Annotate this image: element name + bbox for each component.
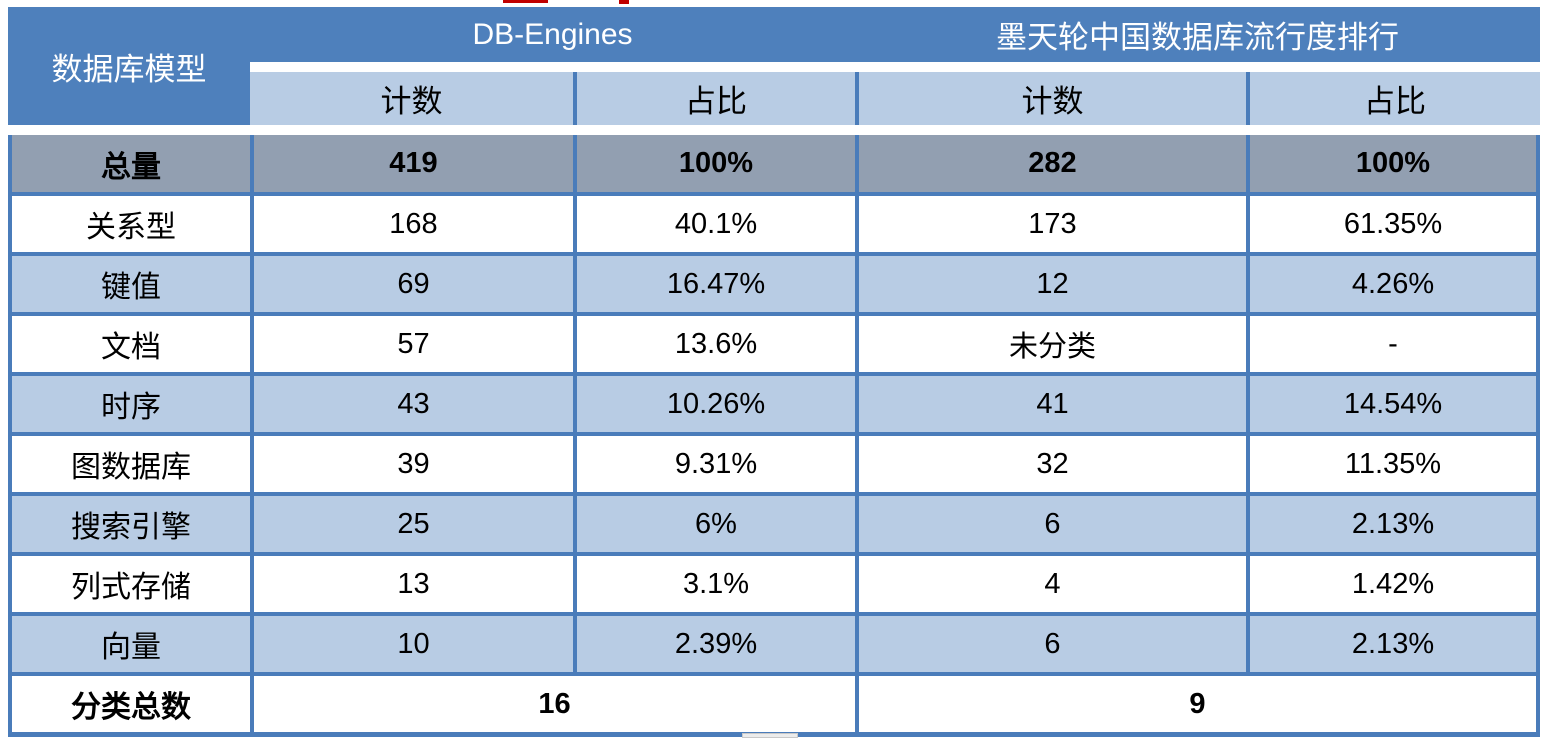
row-label: 键值 — [101, 271, 161, 304]
group-header-db-engines: DB-Engines — [250, 7, 855, 62]
stray-red-mark — [619, 0, 629, 4]
count-cell: 173 — [855, 196, 1246, 252]
count-cell: 282 — [855, 135, 1246, 192]
database-model-comparison-table: 数据库模型 DB-Engines 墨天轮中国数据库流行度排行 计数 占比 计数 … — [8, 7, 1540, 737]
table-header: 数据库模型 DB-Engines 墨天轮中国数据库流行度排行 计数 占比 计数 … — [8, 7, 1540, 135]
row-label: 文档 — [101, 331, 161, 364]
count-cell: 168 — [250, 196, 573, 252]
percent-cell: 4.26% — [1246, 256, 1536, 312]
dbengines-category-total-cell: 16 — [250, 676, 855, 732]
table-body: 总量 419 100% 282 100% 关系型 168 40.1% 173 6… — [8, 135, 1540, 737]
count-cell: 10 — [250, 616, 573, 672]
table-row-category-totals: 分类总数 16 9 — [12, 672, 1536, 732]
percent-cell: 2.13% — [1246, 616, 1536, 672]
count-cell: 32 — [855, 436, 1246, 492]
count-cell: 6 — [855, 496, 1246, 552]
count-cell: 6 — [855, 616, 1246, 672]
subheader-dbengines-percent: 占比 — [573, 72, 855, 125]
row-label: 总量 — [101, 150, 161, 184]
count-cell: 12 — [855, 256, 1246, 312]
percent-cell: 100% — [573, 135, 855, 192]
table-row-total: 总量 419 100% 282 100% — [12, 135, 1536, 192]
table-row: 键值 69 16.47% 12 4.26% — [12, 252, 1536, 312]
percent-cell: 11.35% — [1246, 436, 1536, 492]
percent-cell: 9.31% — [573, 436, 855, 492]
table-row: 文档 57 13.6% 未分类 - — [12, 312, 1536, 372]
row-label: 搜索引擎 — [71, 511, 191, 544]
percent-cell: 14.54% — [1246, 376, 1536, 432]
percent-cell: 40.1% — [573, 196, 855, 252]
row-label: 分类总数 — [71, 691, 191, 724]
row-label: 列式存储 — [71, 571, 191, 604]
subheader-dbengines-count: 计数 — [250, 72, 573, 125]
percent-cell: 100% — [1246, 135, 1536, 192]
count-cell: 419 — [250, 135, 573, 192]
count-cell: 41 — [855, 376, 1246, 432]
table-row: 搜索引擎 25 6% 6 2.13% — [12, 492, 1536, 552]
percent-cell: 2.13% — [1246, 496, 1536, 552]
subheader-motianlun-percent: 占比 — [1246, 72, 1540, 125]
table-row: 列式存储 13 3.1% 4 1.42% — [12, 552, 1536, 612]
scrollbar-fragment — [742, 733, 798, 738]
row-label: 图数据库 — [71, 451, 191, 484]
corner-header-cell: 数据库模型 — [8, 7, 250, 125]
subheader-motianlun-count: 计数 — [855, 72, 1246, 125]
count-cell: 25 — [250, 496, 573, 552]
table-row: 关系型 168 40.1% 173 61.35% — [12, 192, 1536, 252]
percent-cell: - — [1246, 316, 1536, 372]
count-cell: 57 — [250, 316, 573, 372]
count-cell: 4 — [855, 556, 1246, 612]
count-cell: 69 — [250, 256, 573, 312]
table-row: 时序 43 10.26% 41 14.54% — [12, 372, 1536, 432]
count-cell: 39 — [250, 436, 573, 492]
table-row: 向量 10 2.39% 6 2.13% — [12, 612, 1536, 672]
count-cell: 13 — [250, 556, 573, 612]
group-header-motianlun: 墨天轮中国数据库流行度排行 — [855, 7, 1540, 62]
table-row: 图数据库 39 9.31% 32 11.35% — [12, 432, 1536, 492]
percent-cell: 61.35% — [1246, 196, 1536, 252]
percent-cell: 13.6% — [573, 316, 855, 372]
count-cell: 43 — [250, 376, 573, 432]
row-label: 关系型 — [86, 211, 176, 244]
row-label: 时序 — [101, 391, 161, 424]
motianlun-category-total-cell: 9 — [855, 676, 1536, 732]
percent-cell: 1.42% — [1246, 556, 1536, 612]
percent-cell: 16.47% — [573, 256, 855, 312]
count-cell: 未分类 — [855, 316, 1246, 372]
percent-cell: 10.26% — [573, 376, 855, 432]
stray-red-mark — [503, 0, 548, 3]
percent-cell: 6% — [573, 496, 855, 552]
row-label: 向量 — [101, 631, 161, 664]
percent-cell: 3.1% — [573, 556, 855, 612]
percent-cell: 2.39% — [573, 616, 855, 672]
